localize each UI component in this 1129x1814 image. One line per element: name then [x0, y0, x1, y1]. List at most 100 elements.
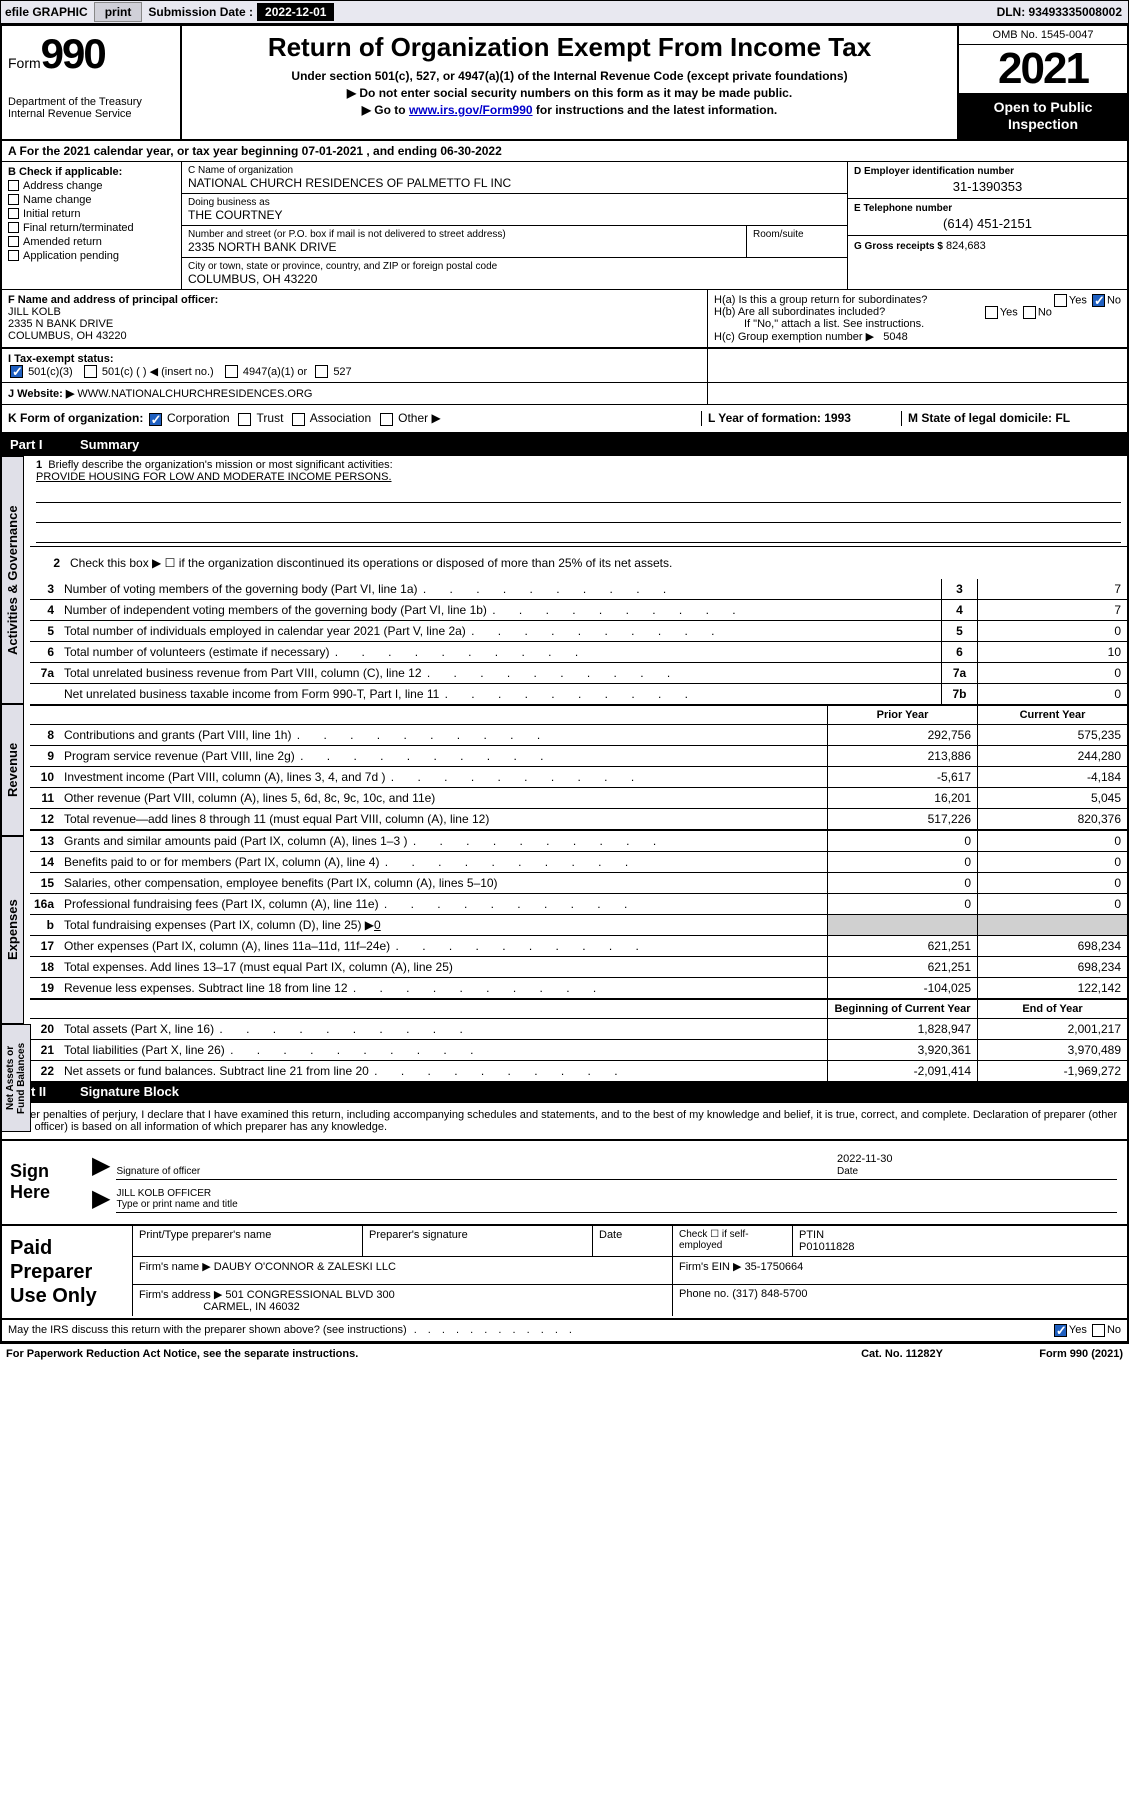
l12-text: Total revenue—add lines 8 through 11 (mu… [60, 809, 827, 829]
p13: 0 [827, 831, 977, 851]
chk-501c3[interactable] [10, 365, 23, 378]
pp-date-cell: Date [593, 1226, 673, 1256]
p18: 621,251 [827, 957, 977, 977]
h-block: H(a) Is this a group return for subordin… [707, 290, 1127, 347]
vtab-net-assets: Net Assets or Fund Balances [1, 1024, 31, 1132]
l17-text: Other expenses (Part IX, column (A), lin… [64, 939, 390, 953]
sub3-pre: Go to [374, 103, 409, 117]
firm-addr-label: Firm's address ▶ [139, 1289, 222, 1301]
line-12: 12Total revenue—add lines 8 through 11 (… [30, 809, 1127, 831]
p10: -5,617 [827, 767, 977, 787]
l-year: L Year of formation: 1993 [701, 411, 901, 425]
firm-ein-value: 35-1750664 [745, 1261, 804, 1273]
c21: 3,970,489 [977, 1040, 1127, 1060]
part1-num: Part I [10, 437, 80, 452]
phone-label: E Telephone number [854, 203, 1121, 214]
print-button[interactable]: print [94, 2, 143, 22]
sign-fields: ▶ Signature of officer 2022-11-30Date ▶ … [82, 1141, 1127, 1224]
p20: 1,828,947 [827, 1019, 977, 1039]
hb-yes[interactable] [985, 306, 998, 319]
hb-row: H(b) Are all subordinates included? Yes … [714, 306, 1121, 318]
chk-assoc[interactable] [292, 413, 305, 426]
chk-app-pending[interactable]: Application pending [8, 250, 175, 262]
firm-ein-label: Firm's EIN ▶ [679, 1261, 742, 1273]
chk-corp[interactable] [149, 413, 162, 426]
c13: 0 [977, 831, 1127, 851]
row-i: I Tax-exempt status: 501(c)(3) 501(c) ( … [2, 348, 1127, 384]
p11: 16,201 [827, 788, 977, 808]
c12: 820,376 [977, 809, 1127, 829]
l14-text: Benefits paid to or for members (Part IX… [64, 855, 379, 869]
col-de: D Employer identification number 31-1390… [847, 162, 1127, 289]
date-label: Date [837, 1166, 858, 1177]
hc-value: 5048 [883, 331, 907, 343]
l5-text: Total number of individuals employed in … [64, 624, 466, 638]
sign-here-block: Sign Here ▶ Signature of officer 2022-11… [2, 1141, 1127, 1226]
ein-label: D Employer identification number [854, 166, 1121, 177]
website-value: WWW.NATIONALCHURCHRESIDENCES.ORG [77, 388, 312, 400]
sig-officer-field[interactable]: Signature of officer [116, 1155, 837, 1180]
chk-initial-return[interactable]: Initial return [8, 208, 175, 220]
line-18: 18Total expenses. Add lines 13–17 (must … [30, 957, 1127, 978]
firm-ein-cell: Firm's EIN ▶ 35-1750664 [673, 1257, 1127, 1284]
l18-text: Total expenses. Add lines 13–17 (must eq… [60, 957, 827, 977]
l8-text: Contributions and grants (Part VIII, lin… [64, 728, 291, 742]
pp-self-emp[interactable]: Check ☐ if self-employed [673, 1226, 793, 1256]
ptin-cell: PTINP01011828 [793, 1226, 1127, 1256]
irs-link[interactable]: www.irs.gov/Form990 [409, 103, 533, 117]
chk-other[interactable] [380, 413, 393, 426]
net-col-header: Beginning of Current Year End of Year [30, 1000, 1127, 1019]
chk-4947[interactable] [225, 365, 238, 378]
discuss-yes[interactable] [1054, 1324, 1067, 1337]
chk-final-return[interactable]: Final return/terminated [8, 222, 175, 234]
opt-name: Name change [23, 194, 92, 206]
form-word: Form [8, 55, 41, 71]
chk-amended[interactable]: Amended return [8, 236, 175, 248]
firm-phone-cell: Phone no. (317) 848-5700 [673, 1285, 1127, 1316]
opt-4947: 4947(a)(1) or [243, 366, 307, 378]
paid-label: Paid Preparer Use Only [2, 1226, 132, 1318]
opt-trust: Trust [257, 411, 284, 425]
ptin-value: P01011828 [799, 1241, 854, 1253]
row-f-h: F Name and address of principal officer:… [2, 290, 1127, 348]
chk-address-change[interactable]: Address change [8, 180, 175, 192]
pp-name-cell: Print/Type preparer's name [133, 1226, 363, 1256]
discuss-no[interactable] [1092, 1324, 1105, 1337]
officer-name: JILL KOLB [8, 306, 701, 318]
ha-yes[interactable] [1054, 294, 1067, 307]
submission-date: 2022-12-01 [257, 3, 334, 21]
p19: -104,025 [827, 978, 977, 998]
paid-row-3: Firm's address ▶ 501 CONGRESSIONAL BLVD … [132, 1285, 1127, 1316]
hc-text: H(c) Group exemption number ▶ [714, 331, 874, 343]
k-label: K Form of organization: [8, 411, 143, 425]
org-name-label: C Name of organization [188, 165, 841, 176]
yes-label: Yes [1069, 1324, 1087, 1336]
opt-corp: Corporation [167, 411, 230, 425]
c17: 698,234 [977, 936, 1127, 956]
chk-trust[interactable] [238, 413, 251, 426]
c20: 2,001,217 [977, 1019, 1127, 1039]
chk-name-change[interactable]: Name change [8, 194, 175, 206]
hb-no[interactable] [1023, 306, 1036, 319]
part2-title: Signature Block [80, 1084, 179, 1099]
no-label: No [1107, 1324, 1121, 1336]
p15: 0 [827, 873, 977, 893]
sig-intro: Under penalties of perjury, I declare th… [2, 1103, 1127, 1141]
l2-text: Check this box ▶ ☐ if the organization d… [66, 553, 1121, 573]
firm-name-label: Firm's name ▶ [139, 1261, 211, 1273]
line-3: 3Number of voting members of the governi… [30, 579, 1127, 600]
j-right [707, 383, 1127, 404]
subtitle-2-text: Do not enter social security numbers on … [359, 86, 792, 100]
name-title-field: JILL KOLB OFFICERType or print name and … [116, 1188, 1117, 1213]
ha-no[interactable] [1092, 294, 1105, 307]
p16b-grey [827, 915, 977, 935]
firm-addr-cell: Firm's address ▶ 501 CONGRESSIONAL BLVD … [133, 1285, 673, 1316]
irs-label: Internal Revenue Service [8, 108, 174, 120]
header-right: OMB No. 1545-0047 2021 Open to Public In… [957, 26, 1127, 139]
l9-text: Program service revenue (Part VIII, line… [64, 749, 295, 763]
chk-527[interactable] [315, 365, 328, 378]
chk-501c[interactable] [84, 365, 97, 378]
row-j: J Website: ▶ WWW.NATIONALCHURCHRESIDENCE… [2, 383, 1127, 405]
c18: 698,234 [977, 957, 1127, 977]
header-left: Form990 Department of the Treasury Inter… [2, 26, 182, 139]
